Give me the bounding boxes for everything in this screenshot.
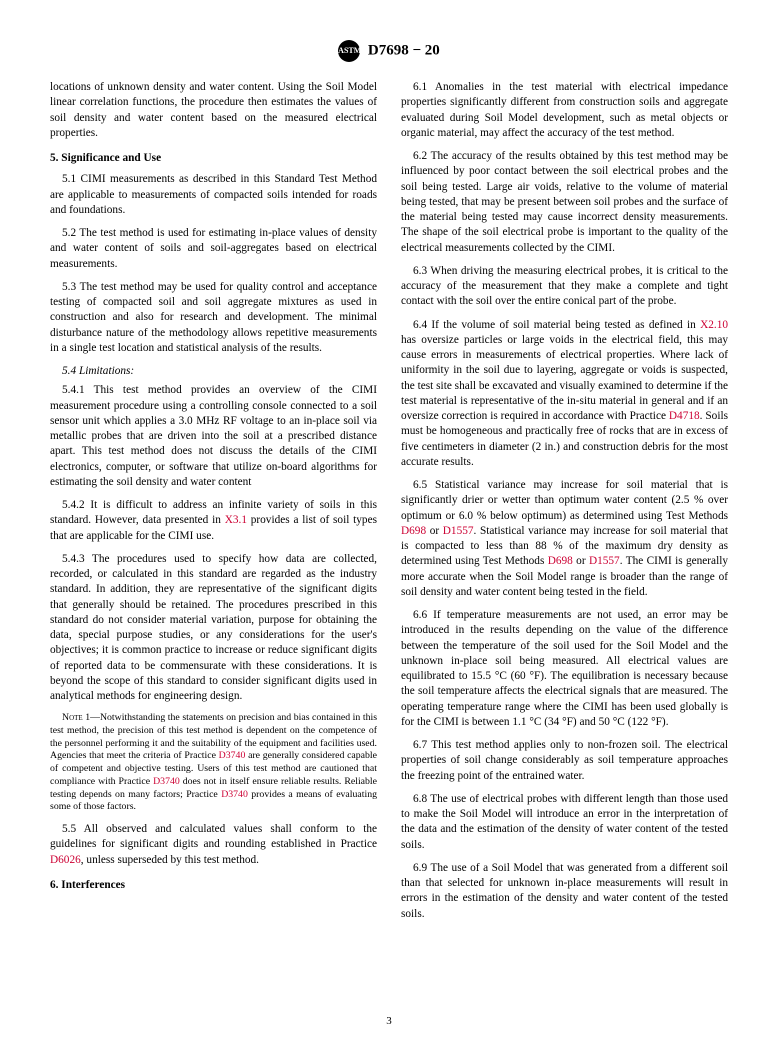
ref-d3740-2[interactable]: D3740 bbox=[153, 776, 180, 787]
para-6-5: 6.5 Statistical variance may increase fo… bbox=[401, 478, 728, 600]
note-1-label: Note 1— bbox=[62, 712, 100, 723]
para-6-2: 6.2 The accuracy of the results obtained… bbox=[401, 149, 728, 256]
para-6-5-text-d: or bbox=[573, 555, 589, 567]
para-5-4-1: 5.4.1 This test method provides an overv… bbox=[50, 383, 377, 490]
document-page: ASTM D7698 − 20 locations of unknown den… bbox=[0, 0, 778, 1041]
para-5-3: 5.3 The test method may be used for qual… bbox=[50, 280, 377, 356]
page-header: ASTM D7698 − 20 bbox=[50, 40, 728, 62]
ref-d1557-1[interactable]: D1557 bbox=[443, 525, 474, 537]
para-5-5: 5.5 All observed and calculated values s… bbox=[50, 822, 377, 868]
ref-d3740-3[interactable]: D3740 bbox=[221, 789, 248, 800]
para-6-7: 6.7 This test method applies only to non… bbox=[401, 738, 728, 784]
ref-d4718[interactable]: D4718 bbox=[669, 410, 700, 422]
ref-d6026[interactable]: D6026 bbox=[50, 854, 81, 866]
ref-d698-1[interactable]: D698 bbox=[401, 525, 426, 537]
ref-x2-10[interactable]: X2.10 bbox=[700, 319, 728, 331]
para-6-4-text-a: 6.4 If the volume of soil material being… bbox=[413, 319, 700, 331]
para-5-2: 5.2 The test method is used for estimati… bbox=[50, 226, 377, 272]
para-6-9: 6.9 The use of a Soil Model that was gen… bbox=[401, 861, 728, 922]
para-6-4-text-b: has oversize particles or large voids in… bbox=[401, 334, 728, 422]
para-6-8: 6.8 The use of electrical probes with di… bbox=[401, 792, 728, 853]
note-1: Note 1—Notwithstanding the statements on… bbox=[50, 712, 377, 814]
para-6-3: 6.3 When driving the measuring electrica… bbox=[401, 264, 728, 310]
para-5-1: 5.1 CIMI measurements as described in th… bbox=[50, 172, 377, 218]
para-6-5-text-a: 6.5 Statistical variance may increase fo… bbox=[401, 479, 728, 522]
para-5-4-head: 5.4 Limitations: bbox=[50, 364, 377, 379]
ref-d1557-2[interactable]: D1557 bbox=[589, 555, 620, 567]
intro-paragraph: locations of unknown density and water c… bbox=[50, 80, 377, 141]
body-columns: locations of unknown density and water c… bbox=[50, 80, 728, 922]
designation-text: D7698 − 20 bbox=[368, 42, 440, 58]
page-number: 3 bbox=[0, 1015, 778, 1027]
ref-d698-2[interactable]: D698 bbox=[548, 555, 573, 567]
astm-logo-icon: ASTM bbox=[338, 40, 360, 62]
para-5-5-text-b: , unless superseded by this test method. bbox=[81, 854, 259, 866]
para-6-4: 6.4 If the volume of soil material being… bbox=[401, 318, 728, 471]
para-5-4-2: 5.4.2 It is difficult to address an infi… bbox=[50, 498, 377, 544]
para-5-5-text-a: 5.5 All observed and calculated values s… bbox=[50, 823, 377, 850]
para-6-6: 6.6 If temperature measurements are not … bbox=[401, 608, 728, 730]
ref-d3740-1[interactable]: D3740 bbox=[219, 750, 246, 761]
para-6-1: 6.1 Anomalies in the test material with … bbox=[401, 80, 728, 141]
ref-x3-1[interactable]: X3.1 bbox=[225, 514, 247, 526]
section-5-heading: 5. Significance and Use bbox=[50, 151, 377, 166]
para-5-4-3: 5.4.3 The procedures used to specify how… bbox=[50, 552, 377, 705]
para-6-5-text-b: or bbox=[426, 525, 443, 537]
section-6-heading: 6. Interferences bbox=[50, 878, 377, 893]
